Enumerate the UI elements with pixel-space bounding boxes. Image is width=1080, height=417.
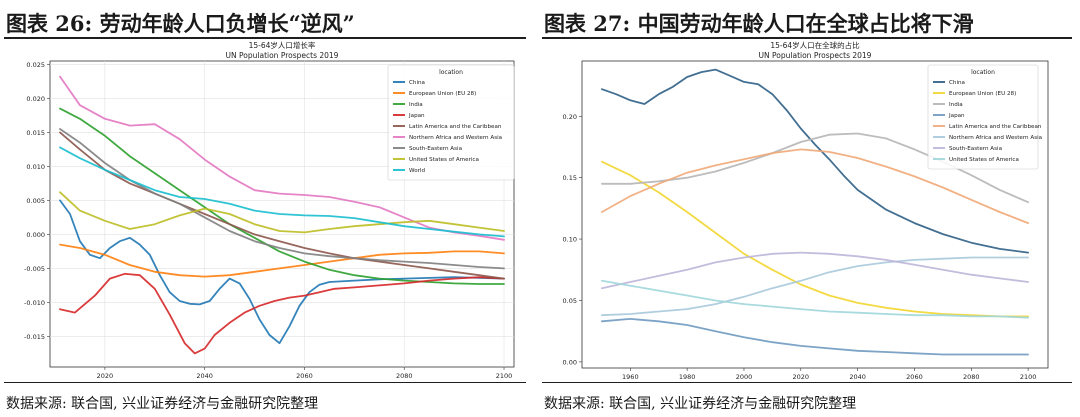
legend-label: Latin America and the Caribbean bbox=[409, 124, 502, 130]
legend-label: Japan bbox=[408, 113, 425, 119]
y-tick-label: -0.015 bbox=[24, 333, 45, 341]
legend-label: Northern Africa and Western Asia bbox=[949, 135, 1042, 141]
y-tick-label: 0.05 bbox=[563, 297, 577, 305]
x-tick-label: 2020 bbox=[97, 372, 114, 380]
source-rule bbox=[4, 382, 526, 383]
series-line-united-states-of-america bbox=[59, 191, 505, 234]
y-tick-label: 0.00 bbox=[563, 358, 577, 366]
legend: location China European Union (EU 28) India… bbox=[387, 64, 515, 181]
series-line-japan bbox=[601, 318, 1029, 356]
title-rule bbox=[542, 37, 1072, 39]
series-line-south-eastern-asia bbox=[601, 251, 1029, 290]
x-tick-label: 1960 bbox=[622, 373, 639, 381]
series-line-latin-america-and-the-caribbean bbox=[601, 148, 1029, 224]
x-tick-label: 2020 bbox=[793, 373, 810, 381]
legend-box bbox=[387, 64, 515, 181]
series-line-united-states-of-america bbox=[601, 279, 1029, 319]
source-note: 数据来源: 联合国, 兴业证券经济与金融研究院整理 bbox=[6, 396, 319, 412]
x-tick-label: 1980 bbox=[679, 373, 696, 381]
series-line-european-union-eu-28- bbox=[601, 160, 1029, 318]
series-line-china bbox=[601, 68, 1029, 254]
x-tick-label: 2060 bbox=[906, 373, 923, 381]
x-tick-label: 2060 bbox=[296, 372, 313, 380]
legend-label: Latin America and the Caribbean bbox=[949, 124, 1042, 130]
y-tick-label: 0.020 bbox=[26, 95, 45, 103]
x-tick-label: 2100 bbox=[1020, 373, 1037, 381]
chart-subtitle: UN Population Prospects 2019 bbox=[226, 51, 339, 60]
legend-label: European Union (EU 28) bbox=[949, 91, 1016, 97]
y-tick-label: 0.10 bbox=[563, 236, 577, 244]
y-tick-label: 0.015 bbox=[26, 129, 45, 137]
title-rule bbox=[4, 37, 526, 39]
series-line-northern-africa-and-western-asia bbox=[601, 256, 1029, 317]
series-line-japan bbox=[59, 272, 505, 355]
series-line-china bbox=[59, 199, 505, 345]
y-tick-label: 0.15 bbox=[563, 174, 577, 182]
legend-label: United States of America bbox=[949, 157, 1019, 163]
legend-label: South-Eastern Asia bbox=[409, 146, 462, 152]
figure-title: 图表 27: 中国劳动年龄人口在全球占比将下滑 bbox=[544, 11, 974, 36]
legend-label: European Union (EU 28) bbox=[409, 91, 476, 97]
legend-label: China bbox=[409, 80, 425, 86]
x-tick-label: 2040 bbox=[196, 372, 213, 380]
y-tick-label: -0.005 bbox=[24, 265, 45, 273]
chart-title: 15-64岁人口增长率 bbox=[249, 40, 316, 50]
series-line-european-union-eu-28- bbox=[59, 243, 505, 278]
source-rule bbox=[542, 382, 1072, 383]
y-tick-label: 0.010 bbox=[26, 163, 45, 171]
legend-box bbox=[927, 64, 1039, 170]
series-line-india bbox=[59, 107, 505, 285]
legend: location China European Union (EU 28) India… bbox=[927, 64, 1042, 170]
x-tick-label: 2100 bbox=[496, 372, 513, 380]
y-tick-label: -0.010 bbox=[24, 299, 45, 307]
x-axis-label: time bbox=[275, 381, 290, 382]
legend-label: China bbox=[949, 80, 965, 86]
y-tick-label: 0.025 bbox=[26, 61, 45, 69]
figure-title: 图表 26: 劳动年龄人口负增长“逆风” bbox=[6, 11, 355, 36]
legend-label: India bbox=[409, 102, 423, 108]
series-lines bbox=[601, 68, 1029, 356]
legend-title: location bbox=[971, 69, 995, 76]
legend-title: location bbox=[439, 69, 463, 76]
chart-title: 15-64岁人口在全球的占比 bbox=[770, 40, 860, 50]
y-tick-label: 0.20 bbox=[563, 113, 577, 121]
series-lines bbox=[59, 75, 505, 355]
figure-26: 图表 26: 劳动年龄人口负增长“逆风” 15-64岁人口增长率 UN Popul… bbox=[4, 11, 526, 412]
legend-label: United States of America bbox=[409, 157, 479, 163]
x-tick-label: 2080 bbox=[963, 373, 980, 381]
y-tick-label: 0.000 bbox=[26, 231, 45, 239]
legend-label: India bbox=[949, 102, 963, 108]
series-line-latin-america-and-the-caribbean bbox=[59, 131, 505, 280]
series-line-world bbox=[59, 146, 505, 238]
x-tick-label: 2040 bbox=[849, 373, 866, 381]
chart-subtitle: UN Population Prospects 2019 bbox=[759, 51, 872, 60]
x-tick-label: 2080 bbox=[396, 372, 413, 380]
y-tick-label: 0.005 bbox=[26, 197, 45, 205]
legend-label: Japan bbox=[948, 113, 965, 119]
legend-label: South-Eastern Asia bbox=[949, 146, 1002, 152]
source-note: 数据来源: 联合国, 兴业证券经济与金融研究院整理 bbox=[544, 396, 857, 412]
x-tick-label: 2000 bbox=[736, 373, 753, 381]
series-line-northern-africa-and-western-asia bbox=[59, 75, 505, 241]
legend-label: World bbox=[409, 168, 425, 174]
legend-label: Northern Africa and Western Asia bbox=[409, 135, 502, 141]
figure-27: 图表 27: 中国劳动年龄人口在全球占比将下滑 15-64岁人口在全球的占比 UN… bbox=[540, 0, 1080, 417]
